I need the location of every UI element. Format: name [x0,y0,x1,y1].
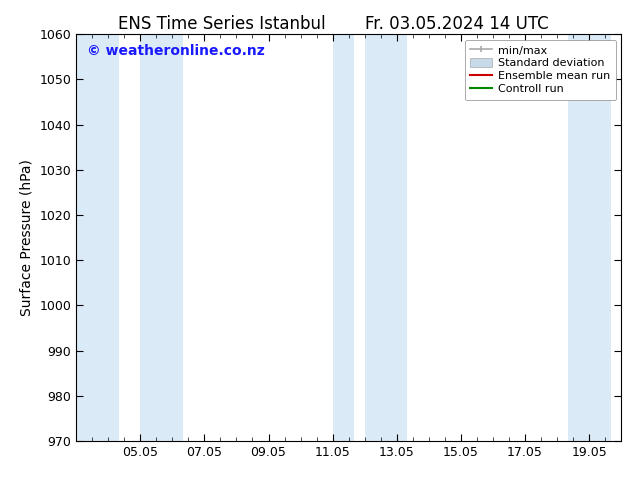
Bar [333,34,354,441]
Bar [365,34,408,441]
Text: Fr. 03.05.2024 14 UTC: Fr. 03.05.2024 14 UTC [365,15,548,33]
Text: ENS Time Series Istanbul: ENS Time Series Istanbul [118,15,326,33]
Bar [76,34,119,441]
Text: © weatheronline.co.nz: © weatheronline.co.nz [87,45,265,58]
Legend: min/max, Standard deviation, Ensemble mean run, Controll run: min/max, Standard deviation, Ensemble me… [465,40,616,100]
Bar [568,34,611,441]
Bar [140,34,183,441]
Y-axis label: Surface Pressure (hPa): Surface Pressure (hPa) [20,159,34,316]
